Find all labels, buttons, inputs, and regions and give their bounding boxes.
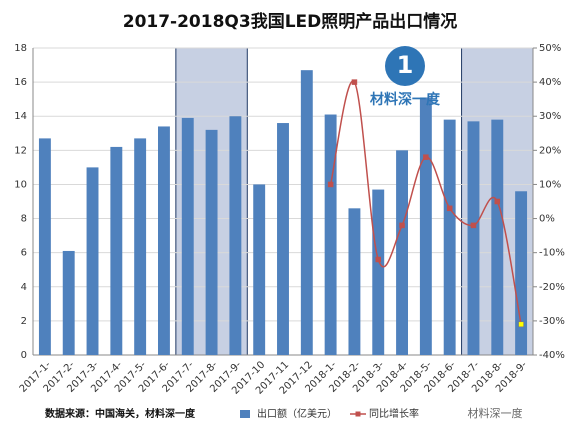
y2-tick-label: 50%: [539, 43, 561, 54]
marker: [351, 79, 358, 85]
logo-glyph: 1: [397, 51, 414, 79]
bar: [253, 184, 266, 355]
marker: [470, 222, 477, 229]
bar: [38, 138, 51, 355]
y2-tick-label: -40%: [539, 350, 565, 361]
bar: [348, 208, 361, 355]
y-tick-label: 10: [14, 179, 27, 190]
legend-label: 同比增长率: [369, 407, 419, 420]
marker: [518, 321, 524, 328]
y2-tick-label: -20%: [539, 282, 565, 293]
y2-tick-label: 40%: [539, 77, 561, 88]
y2-tick-label: 0%: [539, 214, 555, 225]
y2-tick-label: 30%: [539, 111, 561, 122]
y-tick-label: 16: [14, 77, 27, 88]
bar: [110, 146, 123, 355]
y-tick-label: 0: [21, 350, 27, 361]
bar: [277, 123, 289, 356]
y-tick-label: 12: [14, 145, 27, 156]
bar: [158, 126, 170, 355]
y2-tick-label: 10%: [539, 179, 561, 190]
bar: [467, 121, 480, 355]
marker: [423, 154, 429, 160]
y-tick-label: 6: [21, 248, 27, 259]
bar: [491, 119, 504, 355]
marker: [327, 181, 334, 188]
bar: [134, 138, 147, 355]
legend-swatch-marker: [355, 411, 361, 417]
watermark: 材料深一度: [370, 91, 441, 108]
y-tick-label: 8: [21, 214, 27, 225]
bar: [62, 250, 75, 355]
chart-title: 2017-2018Q3我国LED照明产品出口情况: [123, 11, 458, 32]
source-note: 数据来源：中国海关，材料深一度: [45, 407, 196, 420]
bar: [86, 167, 99, 355]
bar: [372, 189, 385, 355]
bar: [205, 129, 218, 355]
y-tick-label: 18: [14, 43, 27, 54]
y2-tick-label: -30%: [539, 316, 565, 327]
y-tick-label: 4: [21, 282, 27, 293]
bar: [181, 117, 194, 355]
bar: [324, 114, 337, 356]
marker: [446, 205, 453, 212]
bar: [515, 191, 528, 355]
footer-watermark: 材料深一度: [468, 406, 523, 420]
legend-swatch: [240, 410, 250, 418]
marker: [399, 222, 405, 229]
bar: [443, 119, 456, 355]
y-tick-label: 2: [21, 316, 27, 327]
y2-tick-label: 20%: [539, 145, 561, 156]
legend-label: 出口额（亿美元）: [257, 407, 337, 420]
logo: [385, 46, 425, 86]
bar: [229, 116, 242, 355]
line: [329, 80, 522, 325]
bar: [300, 70, 313, 355]
bar: [419, 97, 432, 355]
y-tick-label: 14: [14, 111, 27, 122]
marker: [375, 256, 381, 263]
marker: [494, 198, 501, 205]
bar: [396, 150, 408, 355]
y2-tick-label: -10%: [539, 248, 565, 259]
